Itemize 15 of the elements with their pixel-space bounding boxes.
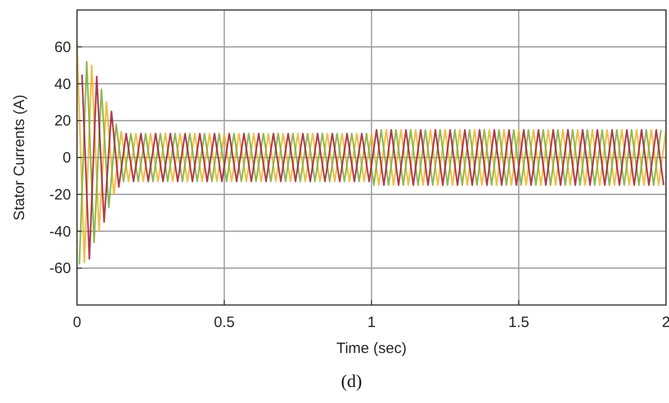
x-tick-label: 1.5 [508, 314, 530, 331]
x-tick-label: 0 [72, 314, 82, 331]
y-tick-label: -60 [49, 260, 71, 278]
x-axis-title: Time (sec) [336, 340, 407, 357]
x-tick-label: 0.5 [214, 314, 235, 331]
y-tick-label: 0 [62, 150, 71, 166]
y-tick-label: -20 [49, 186, 71, 204]
x-tick-label: 2 [662, 314, 669, 331]
text: (d) [341, 371, 362, 391]
y-tick-label: -40 [49, 223, 71, 240]
y-tick-label: 60 [54, 38, 71, 56]
x-tick-label: 1 [367, 314, 376, 331]
y-tick-label: 40 [54, 76, 71, 93]
y-tick-label: 20 [54, 112, 71, 130]
y-axis-title: Stator Currents (A) [11, 94, 28, 220]
